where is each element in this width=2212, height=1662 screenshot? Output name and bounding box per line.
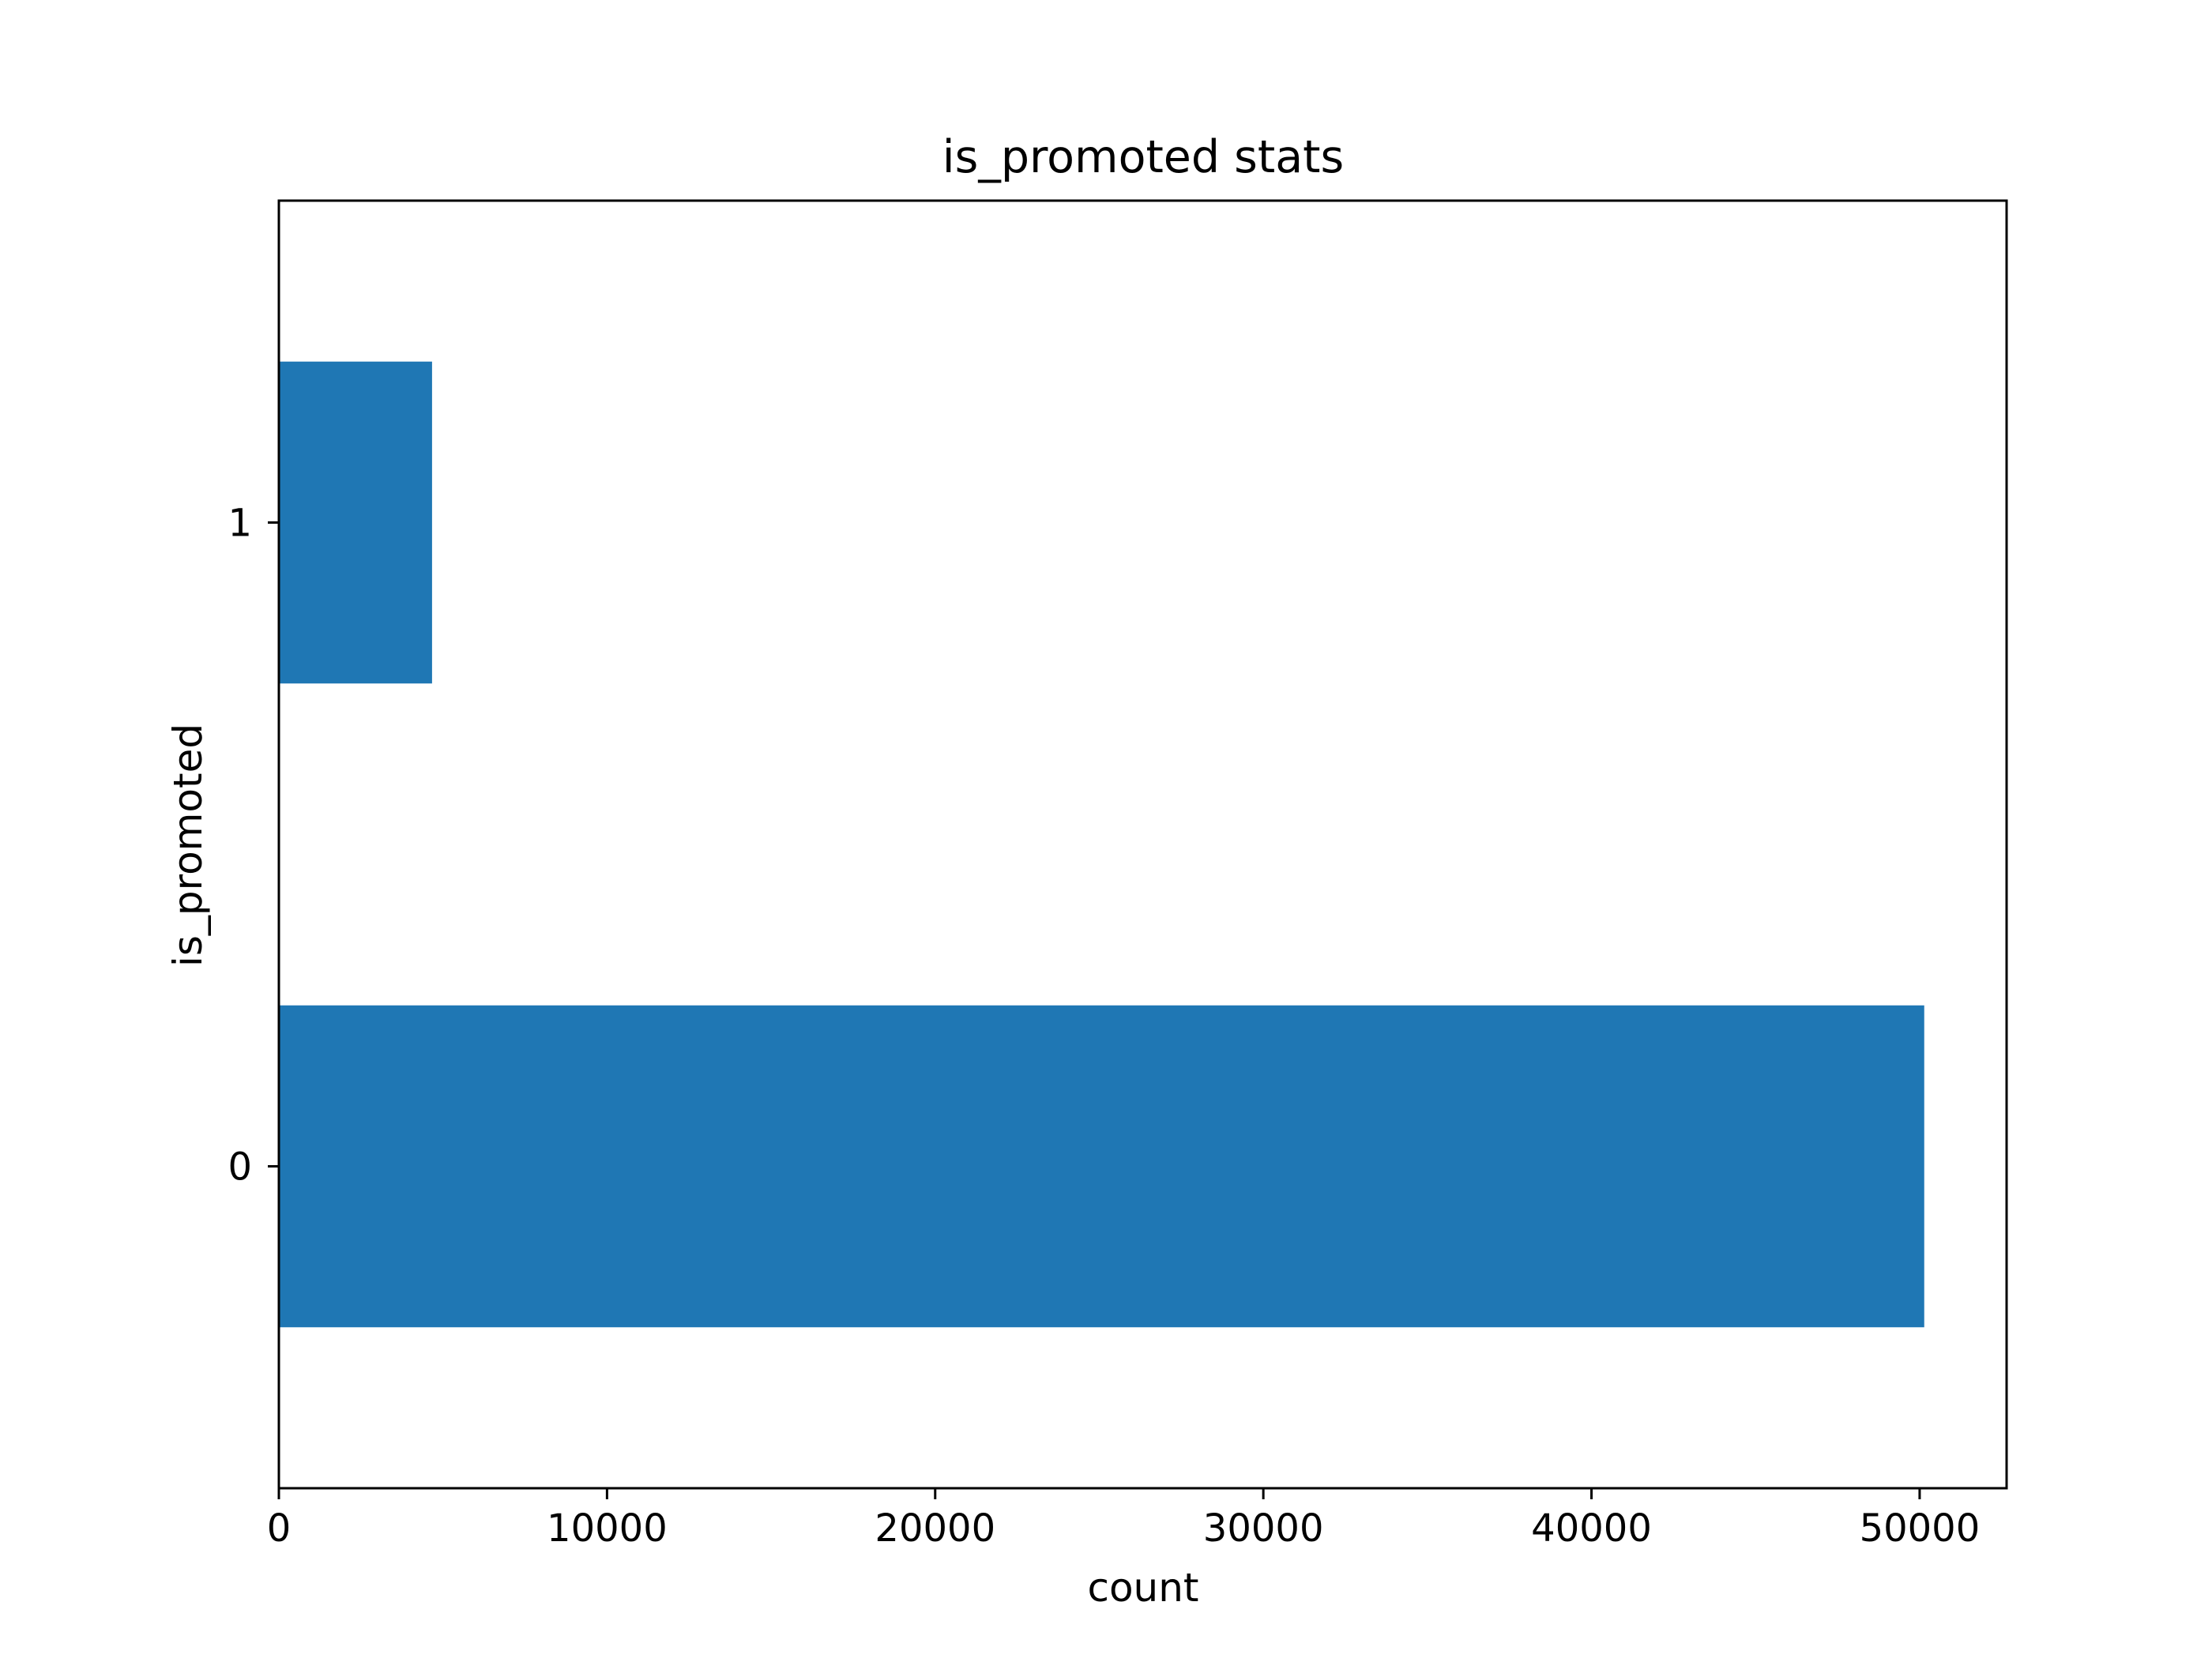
x-tick-label-0: 0 — [267, 1506, 292, 1551]
y-tick-label-1: 1 — [228, 502, 252, 546]
x-tick-label-10000: 10000 — [547, 1506, 668, 1551]
y-axis-label: is_promoted — [165, 724, 211, 967]
x-tick-label-30000: 30000 — [1203, 1506, 1324, 1551]
x-tick-label-50000: 50000 — [1860, 1506, 1981, 1551]
x-axis-label: count — [1087, 1565, 1198, 1611]
x-axis-ticks: 0 10000 20000 30000 40000 50000 — [267, 1488, 1981, 1551]
y-tick-label-0: 0 — [228, 1145, 252, 1190]
bar-1 — [279, 361, 432, 684]
x-tick-label-40000: 40000 — [1531, 1506, 1652, 1551]
plot-frame — [277, 199, 2008, 1490]
bar-0 — [279, 1005, 1924, 1328]
bars-layer — [279, 361, 1924, 1328]
x-tick-label-20000: 20000 — [875, 1506, 995, 1551]
y-axis-ticks: 01 — [228, 502, 279, 1190]
chart-title: is_promoted stats — [942, 131, 1344, 183]
